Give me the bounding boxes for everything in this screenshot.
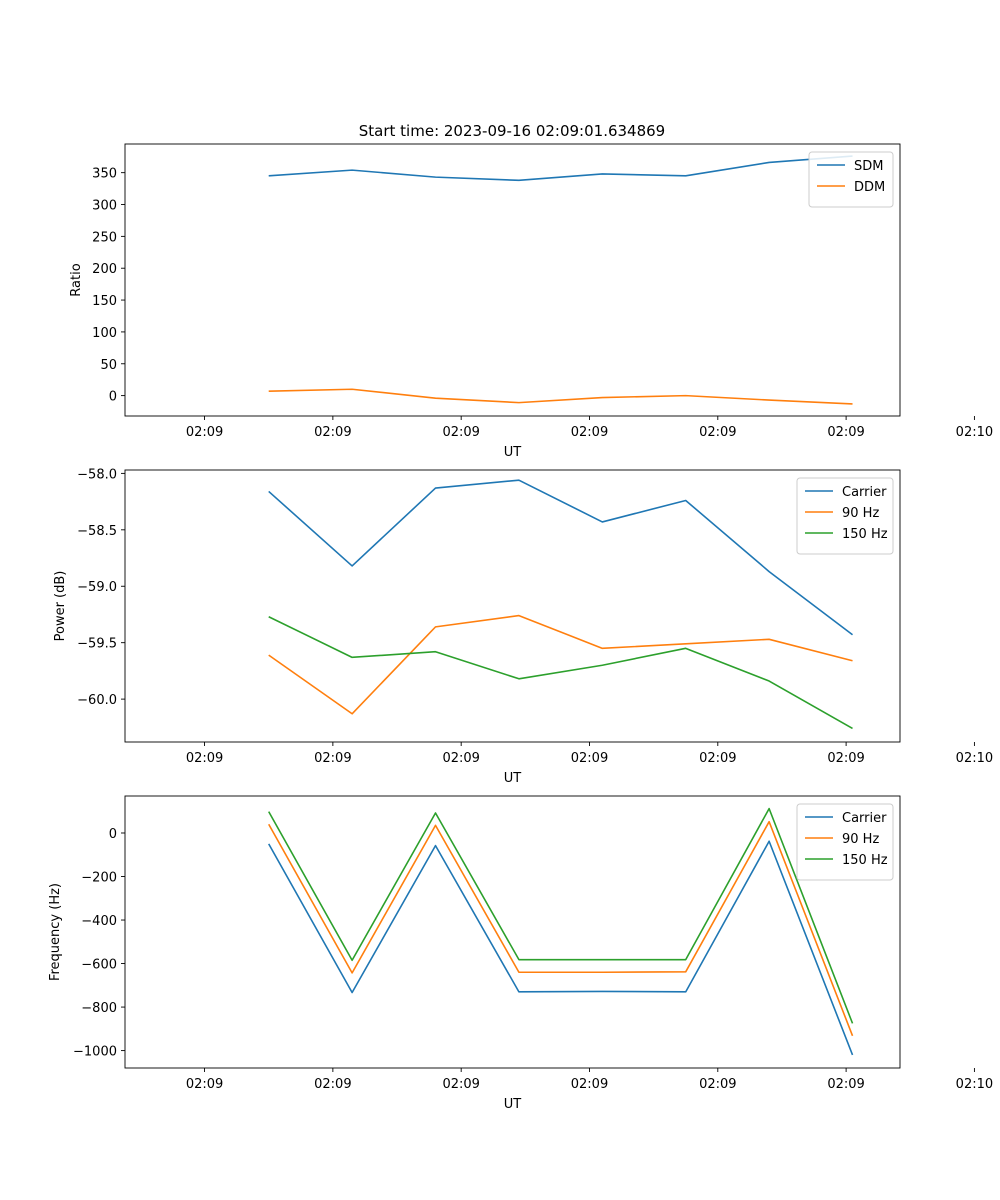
power-legend-box: [796, 477, 894, 555]
frequency-x-tick-label: 02:09: [314, 1077, 351, 1092]
ratio-y-tick-label: 200: [92, 262, 117, 277]
ratio-axes-frame: [124, 143, 901, 417]
ratio-x-tick-label: 02:09: [699, 425, 736, 440]
power-subplot: 02:09 02:09 02:09 02:09 02:09 02:09 02:10 −60.0…: [53, 467, 993, 786]
ratio-y-tick-label: 0: [109, 390, 117, 405]
frequency-plot-area: [125, 796, 900, 1068]
power-y-tick-label: −59.5: [77, 637, 117, 652]
power-y-tick-label: −59.0: [77, 580, 117, 595]
power-y-tick-label: −60.0: [77, 693, 117, 708]
power-x-tick-label: 02:09: [314, 751, 351, 766]
power-legend-label: Carrier: [842, 485, 887, 500]
frequency-series-line-carrier: [268, 840, 854, 1056]
subplots: 02:09 02:09 02:09 02:09 02:09 02:09 02:10 0 50 10…: [48, 143, 993, 1112]
frequency-series-line-90-hz: [268, 820, 854, 1037]
power-x-tick-label: 02:10: [956, 751, 993, 766]
ratio-x-tick-label: 02:09: [571, 425, 608, 440]
frequency-series-line-150-hz: [268, 807, 854, 1024]
ratio-x-tick-label: 02:09: [827, 425, 864, 440]
power-x-tick-label: 02:09: [699, 751, 736, 766]
power-x-axis-label: UT: [504, 771, 522, 786]
frequency-y-tick-label: −1000: [73, 1045, 117, 1060]
frequency-axes-frame: [124, 795, 901, 1069]
ratio-plot-area: [125, 144, 900, 416]
ratio-y-tick-label: 150: [92, 294, 117, 309]
frequency-legend-label: Carrier: [842, 811, 887, 826]
figure-title: Start time: 2023-09-16 02:09:01.634869: [359, 122, 665, 140]
frequency-x-tick-label: 02:09: [827, 1077, 864, 1092]
ratio-y-tick-label: 50: [100, 358, 117, 373]
ratio-legend-label: SDM: [854, 159, 883, 174]
frequency-y-tick-label: −400: [81, 914, 117, 929]
frequency-x-tick-label: 02:09: [186, 1077, 223, 1092]
power-plot-area: [125, 470, 900, 742]
ratio-x-tick-label: 02:09: [314, 425, 351, 440]
frequency-y-tick-label: 0: [109, 827, 117, 842]
ratio-subplot: 02:09 02:09 02:09 02:09 02:09 02:09 02:10 0 50 10…: [69, 143, 993, 460]
ratio-y-tick-label: 250: [92, 230, 117, 245]
frequency-y-tick-label: −600: [81, 958, 117, 973]
power-x-tick-label: 02:09: [442, 751, 479, 766]
power-legend-label: 150 Hz: [842, 527, 888, 542]
power-legend: Carrier 90 Hz 150 Hz: [796, 477, 894, 555]
frequency-y-axis-label: Frequency (Hz): [48, 883, 63, 981]
frequency-x-axis-label: UT: [504, 1097, 522, 1112]
power-series-line-150-hz: [268, 616, 853, 730]
ratio-y-tick-label: 300: [92, 199, 117, 214]
ratio-y-tick-label: 100: [92, 326, 117, 341]
ratio-legend: SDM DDM: [808, 151, 894, 208]
frequency-y-tick-label: −800: [81, 1001, 117, 1016]
ratio-y-tick-label: 350: [92, 167, 117, 182]
ratio-x-axis-label: UT: [504, 445, 522, 460]
ratio-series-line-ddm: [268, 388, 853, 405]
ratio-legend-label: DDM: [854, 180, 885, 195]
power-axes-frame: [124, 469, 901, 743]
power-series-line-90-hz: [268, 614, 853, 715]
power-series-line-carrier: [268, 479, 854, 636]
power-x-tick-label: 02:09: [827, 751, 864, 766]
ratio-x-tick-label: 02:09: [442, 425, 479, 440]
power-y-tick-label: −58.0: [77, 467, 117, 482]
power-y-tick-label: −58.5: [77, 524, 117, 539]
power-y-axis-label: Power (dB): [53, 571, 68, 642]
frequency-legend-label: 150 Hz: [842, 853, 888, 868]
ratio-x-tick-label: 02:09: [186, 425, 223, 440]
frequency-x-tick-label: 02:09: [571, 1077, 608, 1092]
frequency-x-tick-label: 02:09: [442, 1077, 479, 1092]
frequency-y-tick-label: −200: [81, 871, 117, 886]
ratio-series-line-sdm: [268, 155, 853, 182]
frequency-legend-label: 90 Hz: [842, 832, 879, 847]
frequency-x-tick-label: 02:10: [956, 1077, 993, 1092]
power-legend-label: 90 Hz: [842, 506, 879, 521]
power-x-tick-label: 02:09: [571, 751, 608, 766]
ratio-y-axis-label: Ratio: [69, 263, 84, 296]
frequency-legend: Carrier 90 Hz 150 Hz: [796, 803, 894, 881]
frequency-legend-box: [796, 803, 894, 881]
power-x-tick-label: 02:09: [186, 751, 223, 766]
ratio-x-tick-label: 02:10: [956, 425, 993, 440]
frequency-subplot: 02:09 02:09 02:09 02:09 02:09 02:09 02:10 −1000…: [48, 795, 993, 1112]
frequency-x-tick-label: 02:09: [699, 1077, 736, 1092]
